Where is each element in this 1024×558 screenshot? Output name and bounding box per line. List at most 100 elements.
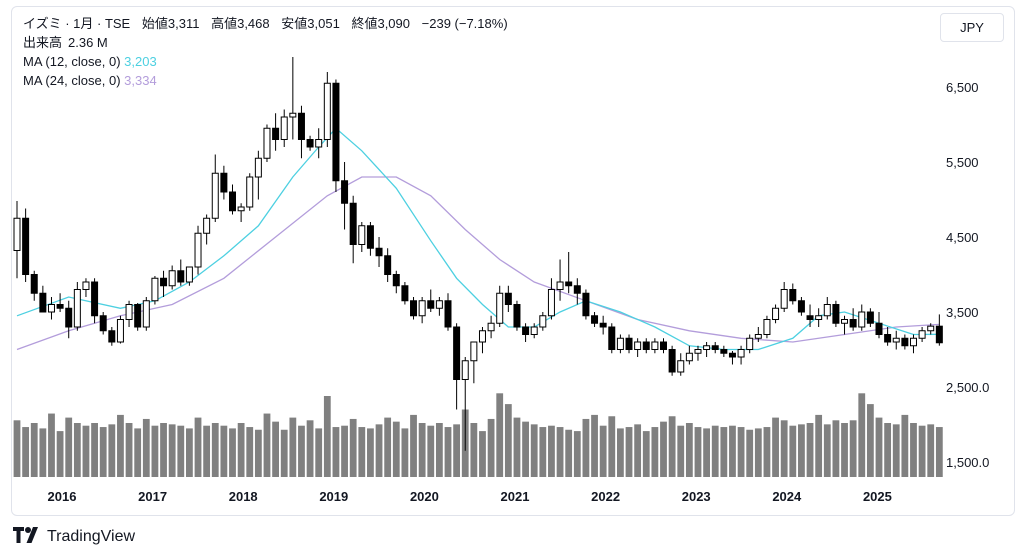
volume-bar: [384, 417, 392, 477]
volume-bar: [237, 423, 245, 477]
candle-body: [82, 281, 90, 290]
price-tick-label: 6,500: [946, 80, 979, 95]
candle-body: [366, 225, 374, 249]
candle-up: [616, 334, 624, 354]
ma24-line: [16, 176, 940, 351]
time-tick-label: 2023: [682, 489, 711, 504]
ma24-value: 3,334: [124, 73, 157, 88]
candle-down: [573, 278, 581, 305]
ma12-label: MA (12, close, 0): [23, 54, 121, 69]
candle-up: [418, 297, 426, 324]
candle-down: [660, 338, 667, 354]
candle-up: [918, 327, 926, 342]
volume-value: 2.36 M: [68, 35, 108, 50]
candle-body: [634, 341, 642, 350]
tradingview-logo[interactable]: TradingView: [13, 526, 135, 548]
volume-bar: [263, 413, 271, 477]
candle-up: [737, 345, 745, 365]
candle-body: [211, 172, 219, 219]
volume-bar: [435, 423, 443, 477]
candle-up: [530, 323, 538, 339]
volume-bar: [677, 425, 685, 477]
candle-up: [125, 300, 133, 327]
volume-bar: [573, 431, 581, 477]
volume-bar: [832, 420, 840, 477]
candle-down: [401, 282, 409, 305]
candle-down: [39, 285, 47, 313]
candle-body: [65, 307, 73, 328]
candle-body: [772, 307, 780, 320]
time-tick-label: 2021: [501, 489, 530, 504]
ma12-value: 3,203: [124, 54, 157, 69]
candle-up: [892, 330, 900, 350]
candle-body: [720, 349, 728, 354]
legend-ma12-row[interactable]: MA (12, close, 0) 3,203: [23, 52, 508, 71]
volume-bar: [685, 423, 693, 477]
low-label: 安値: [281, 16, 308, 31]
candle-down: [306, 135, 314, 151]
candle-up: [547, 278, 555, 320]
candle-down: [849, 308, 857, 331]
candle-body: [547, 289, 555, 317]
candle-body: [797, 300, 805, 313]
legend-ma24-row[interactable]: MA (24, close, 0) 3,334: [23, 71, 508, 90]
volume-bar: [306, 420, 314, 477]
candle-body: [668, 349, 676, 373]
candle-body: [56, 304, 64, 309]
candle-body: [875, 322, 883, 335]
candle-up: [358, 222, 366, 252]
volume-bar: [884, 423, 892, 477]
volume-bar: [737, 427, 745, 477]
candle-up: [116, 315, 124, 344]
candle-up: [694, 345, 702, 361]
candle-body: [530, 326, 538, 335]
volume-bar: [367, 428, 374, 477]
candle-down: [625, 334, 633, 354]
candle-up: [435, 297, 443, 316]
candle-up: [556, 259, 564, 301]
volume-bar: [151, 425, 159, 477]
symbol-title[interactable]: イズミ · 1月 · TSE: [23, 16, 131, 31]
high-value: 3,468: [237, 16, 270, 31]
candle-body: [522, 326, 530, 335]
volume-bar: [272, 421, 279, 477]
currency-button[interactable]: JPY: [940, 13, 1004, 42]
volume-bar: [30, 423, 38, 477]
volume-bar: [73, 423, 81, 477]
volume-bar: [289, 417, 297, 477]
volume-bar: [99, 427, 107, 477]
volume-bar: [789, 425, 797, 477]
volume-bar: [375, 424, 383, 477]
candle-up: [651, 338, 659, 354]
volume-bar: [39, 428, 47, 477]
high-label: 高値: [211, 16, 238, 31]
legend-volume-row[interactable]: 出来高 2.36 M: [23, 33, 508, 52]
candle-body: [384, 255, 392, 275]
time-tick-label: 2018: [229, 489, 258, 504]
candle-body: [323, 82, 331, 140]
candle-body: [272, 127, 280, 140]
candle-body: [332, 82, 340, 182]
candle-body: [246, 176, 254, 208]
volume-bar: [280, 429, 288, 477]
candle-up: [203, 214, 211, 245]
volume-bar: [220, 425, 228, 477]
candle-body: [728, 352, 736, 358]
candle-down: [272, 113, 280, 151]
time-tick-label: 2024: [772, 489, 802, 504]
candle-down: [504, 285, 512, 312]
candle-body: [935, 325, 943, 344]
candle-body: [453, 326, 461, 380]
price-tick-label: 5,500: [946, 155, 979, 170]
candle-body: [746, 337, 754, 350]
candle-up: [315, 128, 323, 159]
candle-body: [358, 225, 366, 245]
volume-bar: [392, 421, 400, 477]
candle-body: [478, 330, 486, 343]
candle-down: [444, 293, 452, 331]
volume-bar: [401, 428, 409, 477]
volume-bar: [591, 414, 598, 477]
candle-body: [927, 325, 935, 332]
change-value: −239 (−7.18%): [421, 16, 508, 31]
